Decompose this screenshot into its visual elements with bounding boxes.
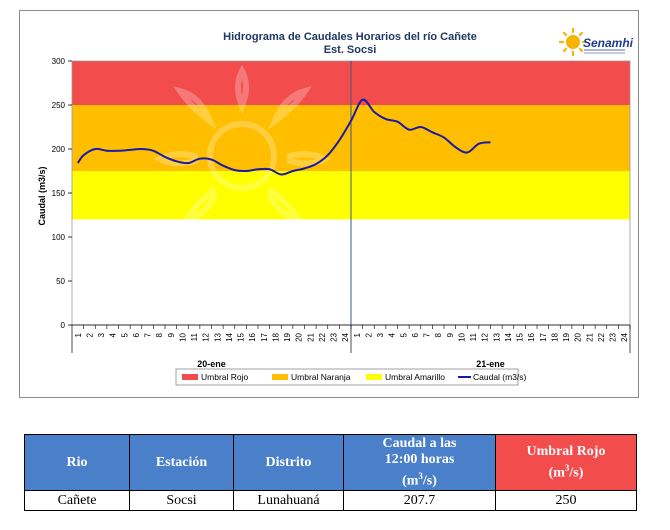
x-tick-label: 18 bbox=[271, 332, 280, 341]
cell-rio: Cañete bbox=[24, 490, 130, 511]
summary-table: Rio Estación Distrito Caudal a las 12:00… bbox=[24, 434, 637, 511]
header-distrito: Distrito bbox=[233, 434, 344, 491]
legend-swatch bbox=[272, 374, 288, 380]
y-tick-label: 300 bbox=[52, 57, 66, 66]
x-tick-label: 16 bbox=[248, 332, 257, 341]
x-tick-label: 11 bbox=[469, 332, 478, 341]
chart-container: 0 50 100 150 200 250 300 1 2 3 4 5 6 7 8 9 10 11 12 13 14 15 1… bbox=[19, 10, 639, 398]
x-tick-label: 20 bbox=[574, 332, 583, 341]
legend-swatch bbox=[366, 374, 382, 380]
day-label: 21-ene bbox=[476, 359, 505, 369]
header-caudal: Caudal a las 12:00 horas (m3/s) bbox=[343, 434, 496, 491]
x-tick-label: 14 bbox=[225, 332, 234, 341]
x-tick-label: 13 bbox=[492, 332, 501, 341]
x-tick-label: 15 bbox=[516, 332, 525, 341]
header-umbral-rojo: Umbral Rojo (m3/s) bbox=[495, 434, 637, 491]
x-tick-label: 13 bbox=[213, 332, 222, 341]
table-header-row: Rio Estación Distrito Caudal a las 12:00… bbox=[24, 434, 637, 491]
cell-distrito: Lunahuaná bbox=[233, 490, 344, 511]
x-tick-label: 9 bbox=[167, 332, 176, 337]
x-tick-label: 12 bbox=[202, 332, 211, 341]
x-tick-label: 15 bbox=[237, 332, 246, 341]
x-tick-label: 6 bbox=[132, 332, 141, 337]
x-tick-label: 17 bbox=[260, 332, 269, 341]
x-tick-label: 1 bbox=[74, 332, 83, 337]
cell-estacion: Socsi bbox=[129, 490, 234, 511]
x-tick-label: 2 bbox=[364, 332, 373, 337]
x-tick-label: 23 bbox=[330, 332, 339, 341]
x-tick-label: 20 bbox=[295, 332, 304, 341]
x-tick-label: 9 bbox=[446, 332, 455, 337]
y-tick-label: 150 bbox=[52, 189, 66, 198]
legend-label: Umbral Rojo bbox=[201, 372, 249, 382]
legend-label: Umbral Naranja bbox=[291, 372, 351, 382]
x-tick-label: 22 bbox=[318, 332, 327, 341]
x-tick-label: 22 bbox=[597, 332, 606, 341]
x-tick-label: 1 bbox=[353, 332, 362, 337]
x-tick-label: 18 bbox=[550, 332, 559, 341]
y-tick-label: 50 bbox=[56, 277, 65, 286]
x-tick-label: 11 bbox=[190, 332, 199, 341]
chart-subtitle: Est. Socsi bbox=[324, 44, 377, 56]
x-tick-label: 16 bbox=[527, 332, 536, 341]
x-tick-label: 7 bbox=[423, 332, 432, 337]
x-tick-label: 10 bbox=[457, 332, 466, 341]
x-tick-label: 19 bbox=[562, 332, 571, 341]
y-tick-label: 0 bbox=[61, 321, 66, 330]
cell-caudal: 207.7 bbox=[343, 490, 496, 511]
series-line-caudal bbox=[76, 98, 491, 176]
x-tick-label: 12 bbox=[481, 332, 490, 341]
y-tick-label: 200 bbox=[52, 145, 66, 154]
header-estacion: Estación bbox=[129, 434, 234, 491]
x-tick-label: 19 bbox=[283, 332, 292, 341]
y-tick-label: 100 bbox=[52, 233, 66, 242]
senamhi-logo: Senamhi bbox=[558, 27, 634, 57]
x-tick-label: 14 bbox=[504, 332, 513, 341]
x-tick-label: 3 bbox=[97, 332, 106, 337]
x-tick-label: 10 bbox=[178, 332, 187, 341]
x-tick-label: 6 bbox=[411, 332, 420, 337]
x-tick-label: 24 bbox=[341, 332, 350, 341]
x-tick-label: 4 bbox=[388, 332, 397, 337]
x-tick-label: 7 bbox=[144, 332, 153, 337]
x-tick-label: 8 bbox=[155, 332, 164, 337]
legend: Umbral Rojo Umbral Naranja Umbral Amarillo… bbox=[175, 368, 527, 386]
legend-label: Umbral Amarillo bbox=[385, 372, 445, 382]
x-tick-label: 4 bbox=[109, 332, 118, 337]
x-tick-label: 23 bbox=[609, 332, 618, 341]
x-tick-label: 5 bbox=[399, 332, 408, 337]
x-tick-label: 21 bbox=[585, 332, 594, 341]
x-tick-label: 17 bbox=[539, 332, 548, 341]
table-row: Cañete Socsi Lunahuaná 207.7 250 bbox=[24, 490, 637, 511]
y-axis-label: Caudal (m3/s) bbox=[37, 166, 47, 225]
x-tick-label: 8 bbox=[434, 332, 443, 337]
y-tick-label: 250 bbox=[52, 101, 66, 110]
x-tick-label: 3 bbox=[376, 332, 385, 337]
header-rio: Rio bbox=[24, 434, 130, 491]
cell-umbral: 250 bbox=[495, 490, 637, 511]
x-tick-label: 5 bbox=[120, 332, 129, 337]
legend-label: Caudal (m3/s) bbox=[473, 372, 527, 382]
chart-title: Hidrograma de Caudales Horarios del río … bbox=[223, 31, 477, 43]
x-tick-label: 21 bbox=[306, 332, 315, 341]
logo-text: Senamhi bbox=[583, 36, 634, 50]
x-tick-label: 2 bbox=[85, 332, 94, 337]
sun-logo-icon bbox=[566, 35, 580, 49]
x-tick-label: 24 bbox=[620, 332, 629, 341]
day-label: 20-ene bbox=[197, 359, 226, 369]
legend-swatch bbox=[182, 374, 198, 380]
